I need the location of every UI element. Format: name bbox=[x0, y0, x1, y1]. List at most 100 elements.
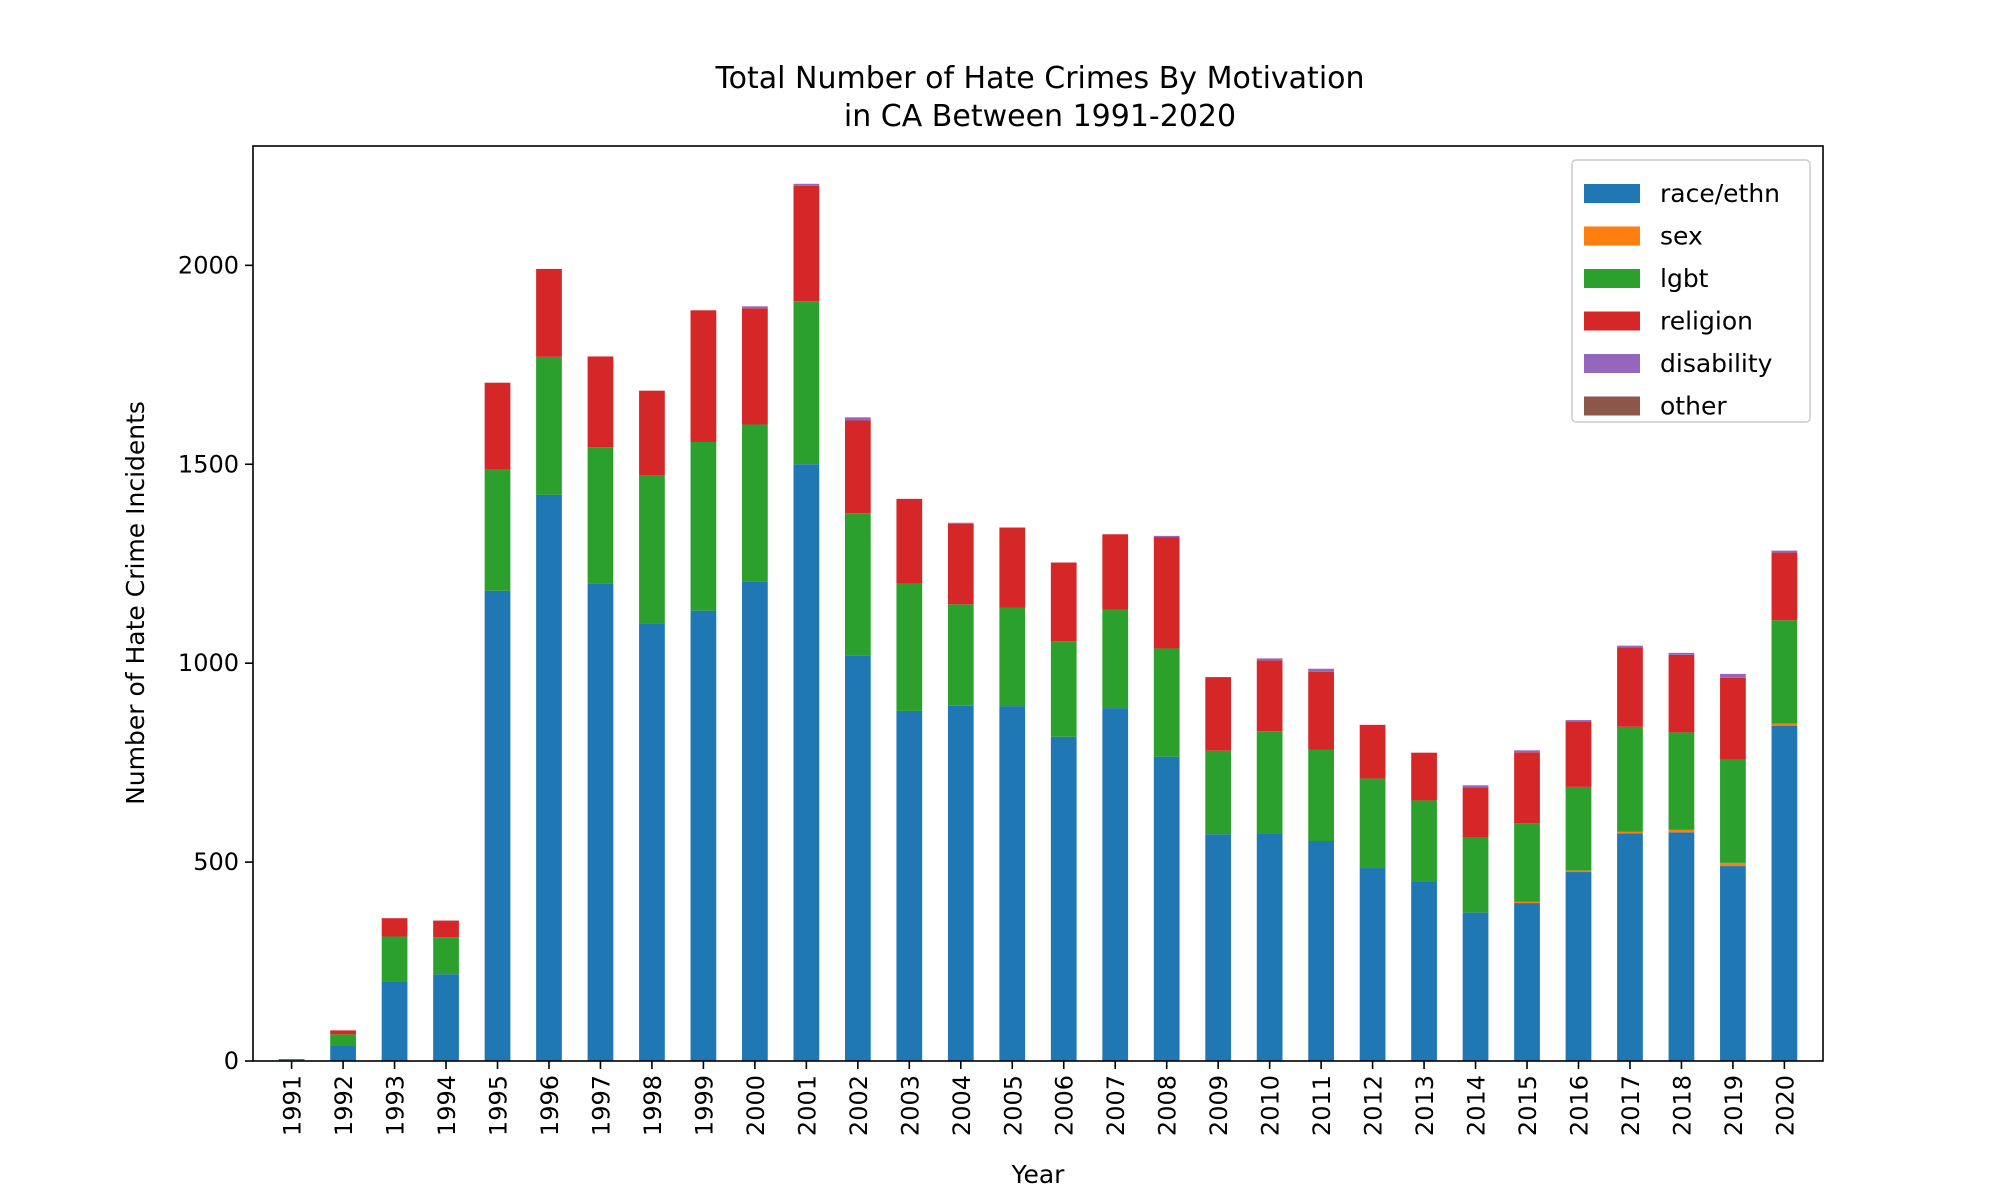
bar-race-ethn-1992 bbox=[330, 1045, 356, 1061]
y-tick-label-500: 500 bbox=[193, 848, 239, 876]
bar-religion-1994 bbox=[433, 920, 459, 938]
x-tick-label-2010: 2010 bbox=[1257, 1075, 1285, 1136]
legend-swatch-disability bbox=[1584, 354, 1640, 373]
y-tick-label-2000: 2000 bbox=[178, 251, 239, 279]
bar-religion-2009 bbox=[1205, 677, 1232, 751]
x-tick-label-1999: 1999 bbox=[690, 1075, 718, 1136]
bar-religion-2007 bbox=[1102, 534, 1129, 610]
bar-sex-2017 bbox=[1617, 831, 1643, 834]
x-tick-label-2002: 2002 bbox=[845, 1075, 873, 1136]
bar-religion-2010 bbox=[1256, 660, 1283, 732]
bar-race-ethn-1999 bbox=[690, 610, 717, 1061]
bar-lgbt-2014 bbox=[1462, 837, 1489, 913]
y-axis-ticks: 0 500 1000 1500 2000 bbox=[178, 251, 253, 1075]
x-tick-label-2011: 2011 bbox=[1308, 1075, 1336, 1136]
bar-disability-2016 bbox=[1565, 720, 1592, 722]
bar-lgbt-2016 bbox=[1565, 786, 1592, 871]
bar-sex-2018 bbox=[1668, 829, 1695, 833]
x-axis-label: Year bbox=[1011, 1160, 1066, 1189]
bar-religion-1991 bbox=[278, 1059, 305, 1060]
bar-disability-2008 bbox=[1153, 535, 1180, 538]
bar-lgbt-1999 bbox=[690, 441, 717, 611]
bar-lgbt-1995 bbox=[484, 469, 511, 591]
bar-religion-1992 bbox=[330, 1030, 356, 1035]
x-tick-label-1991: 1991 bbox=[279, 1075, 307, 1136]
x-tick-label-1993: 1993 bbox=[382, 1075, 410, 1136]
bar-religion-2008 bbox=[1153, 537, 1180, 649]
bar-religion-2013 bbox=[1411, 752, 1437, 801]
legend-label-religion: religion bbox=[1660, 307, 1753, 336]
bar-religion-2017 bbox=[1617, 647, 1643, 727]
bar-religion-2001 bbox=[793, 185, 820, 302]
bar-race-ethn-2016 bbox=[1565, 872, 1592, 1061]
bar-lgbt-2003 bbox=[896, 583, 923, 711]
bar-lgbt-2013 bbox=[1411, 800, 1437, 882]
bar-race-ethn-1998 bbox=[639, 623, 665, 1061]
x-tick-label-1998: 1998 bbox=[639, 1075, 667, 1136]
y-tick-label-1000: 1000 bbox=[178, 649, 239, 677]
x-tick-label-2001: 2001 bbox=[793, 1075, 821, 1136]
x-tick-label-2015: 2015 bbox=[1514, 1075, 1542, 1136]
legend: race/ethn sex lgbt religion disability other bbox=[1571, 159, 1811, 423]
x-tick-label-1997: 1997 bbox=[587, 1075, 615, 1136]
bar-disability-2014 bbox=[1462, 785, 1489, 788]
legend-label-other: other bbox=[1660, 392, 1727, 421]
bar-race-ethn-2014 bbox=[1462, 912, 1489, 1061]
x-axis-ticks: 1991 1992 1993 1994 1995 1996 1997 1998 1999 2000… bbox=[279, 1061, 1799, 1136]
bar-lgbt-1991 bbox=[278, 1059, 305, 1061]
x-tick-label-1992: 1992 bbox=[330, 1075, 358, 1136]
legend-swatch-other bbox=[1584, 396, 1640, 416]
legend-swatch-race-ethn bbox=[1584, 184, 1640, 203]
bar-religion-2004 bbox=[947, 523, 974, 605]
bar-race-ethn-2003 bbox=[896, 710, 923, 1061]
bar-religion-2019 bbox=[1720, 677, 1746, 760]
bar-lgbt-2012 bbox=[1359, 778, 1386, 869]
bar-race-ethn-2015 bbox=[1514, 903, 1540, 1061]
bar-race-ethn-2007 bbox=[1102, 708, 1129, 1061]
bar-disability-2004 bbox=[947, 522, 974, 524]
chart-title-line-1: Total Number of Hate Crimes By Motivatio… bbox=[714, 61, 1364, 96]
bar-race-ethn-2004 bbox=[947, 705, 974, 1061]
bar-race-ethn-1993 bbox=[381, 981, 408, 1061]
bar-religion-2000 bbox=[742, 308, 768, 425]
legend-label-sex: sex bbox=[1660, 222, 1703, 251]
bar-religion-1993 bbox=[381, 918, 408, 937]
bar-religion-2020 bbox=[1771, 552, 1798, 621]
bar-lgbt-1998 bbox=[639, 475, 665, 624]
bar-sex-2016 bbox=[1565, 870, 1592, 873]
bar-religion-2018 bbox=[1668, 654, 1695, 733]
bar-lgbt-1996 bbox=[536, 356, 562, 495]
bar-religion-2012 bbox=[1359, 724, 1386, 779]
bar-race-ethn-2001 bbox=[793, 464, 820, 1061]
bar-race-ethn-1996 bbox=[536, 494, 562, 1062]
bar-sex-2019 bbox=[1720, 862, 1746, 867]
plot-frame bbox=[252, 145, 1824, 1062]
bar-lgbt-1994 bbox=[433, 937, 459, 975]
x-tick-label-2008: 2008 bbox=[1154, 1075, 1182, 1136]
bar-disability-2002 bbox=[844, 417, 871, 421]
bar-race-ethn-2000 bbox=[742, 581, 768, 1061]
bar-lgbt-1993 bbox=[381, 936, 408, 982]
x-tick-label-2003: 2003 bbox=[896, 1075, 924, 1136]
bar-lgbt-2005 bbox=[999, 607, 1026, 707]
bar-race-ethn-2002 bbox=[844, 655, 871, 1061]
bar-religion-1997 bbox=[587, 356, 614, 448]
bar-race-ethn-2011 bbox=[1308, 841, 1334, 1061]
bar-lgbt-2019 bbox=[1720, 759, 1746, 863]
bar-religion-1999 bbox=[690, 310, 717, 442]
bar-religion-2015 bbox=[1514, 752, 1540, 824]
bar-lgbt-2000 bbox=[742, 424, 768, 582]
bar-lgbt-2010 bbox=[1256, 731, 1283, 834]
bar-lgbt-1997 bbox=[587, 447, 614, 584]
bar-race-ethn-1994 bbox=[433, 974, 459, 1061]
bar-race-ethn-2017 bbox=[1617, 833, 1643, 1061]
x-tick-label-2020: 2020 bbox=[1771, 1075, 1799, 1136]
y-tick-label-1500: 1500 bbox=[178, 450, 239, 478]
bar-lgbt-2001 bbox=[793, 301, 820, 465]
chart-title-line-2: in CA Between 1991-2020 bbox=[844, 99, 1236, 134]
y-tick-label-0: 0 bbox=[224, 1047, 239, 1075]
bar-race-ethn-2006 bbox=[1050, 736, 1077, 1061]
bar-race-ethn-2013 bbox=[1411, 881, 1437, 1061]
bar-disability-2017 bbox=[1617, 645, 1643, 648]
